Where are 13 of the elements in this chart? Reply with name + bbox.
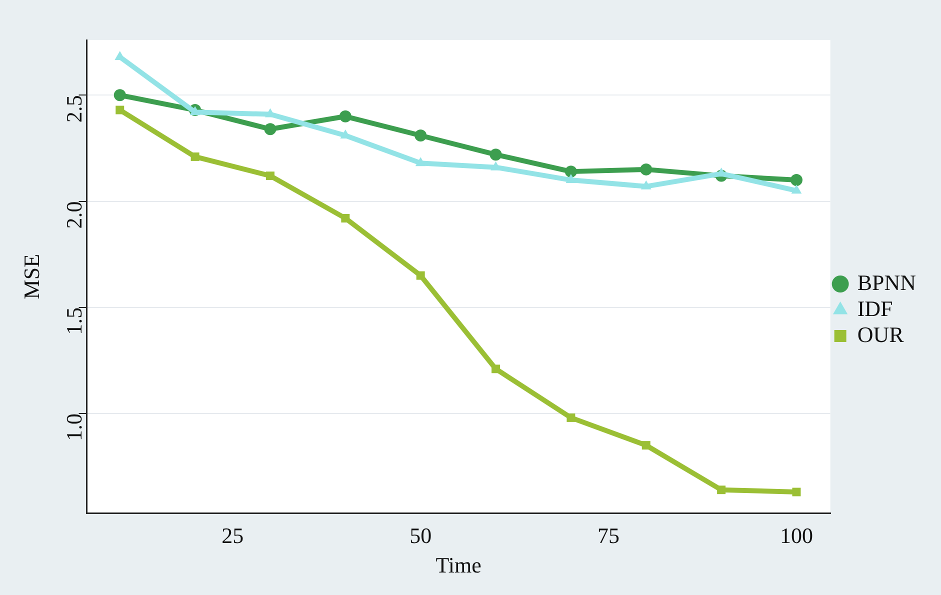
x-tick-label: 25	[222, 523, 244, 548]
y-tick-label: 1.0	[62, 413, 87, 441]
y-tick-label: 2.5	[62, 95, 87, 123]
y-axis-title: MSE	[18, 254, 44, 300]
x-axis-title: Time	[436, 552, 482, 578]
x-tick-label: 75	[598, 523, 620, 548]
legend-label: IDF	[857, 296, 893, 321]
legend-label: BPNN	[857, 270, 916, 295]
y-tick-label: 1.5	[62, 307, 87, 335]
legend-label: OUR	[857, 322, 904, 347]
x-tick-label: 100	[780, 523, 813, 548]
y-tick-label: 2.0	[62, 201, 87, 229]
x-tick-label: 50	[410, 523, 432, 548]
